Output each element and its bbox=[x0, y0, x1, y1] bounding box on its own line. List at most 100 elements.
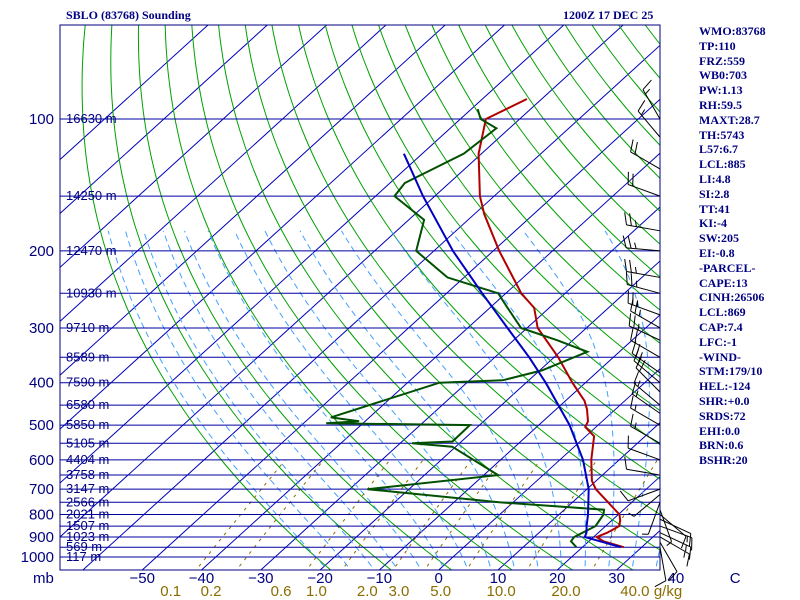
mixing-ratio-tick-label: 2.0 bbox=[357, 583, 378, 600]
wind-barb-staff bbox=[626, 468, 661, 476]
pressure-tick-label: 300 bbox=[29, 320, 54, 337]
height-label: 5850 m bbox=[66, 417, 109, 432]
wind-barb-flag bbox=[635, 344, 641, 357]
index-item: FRZ:559 bbox=[699, 53, 745, 68]
temperature-tick-label: −20 bbox=[307, 570, 332, 587]
wind-barb bbox=[642, 79, 661, 120]
wind-barb-flag bbox=[622, 235, 627, 249]
wind-barb-half-flag bbox=[685, 544, 687, 552]
wind-barb-flag bbox=[630, 273, 633, 286]
pressure-tick-label: 100 bbox=[29, 111, 54, 128]
wind-barb-staff bbox=[626, 271, 661, 278]
wind-barb-flag bbox=[633, 315, 636, 329]
wind-barb bbox=[641, 502, 661, 535]
temperature-profile-line bbox=[477, 98, 625, 549]
mixing-ratio-tick-label: 0.6 bbox=[271, 583, 292, 600]
mixing-ratio-line bbox=[528, 459, 598, 567]
wind-barb-staff bbox=[659, 536, 690, 555]
index-item: TT:41 bbox=[699, 201, 731, 216]
index-item: CINH:26506 bbox=[699, 290, 765, 305]
pressure-unit-label: mb bbox=[33, 570, 54, 587]
isotherm-line bbox=[60, 25, 565, 484]
wind-barb-staff bbox=[630, 151, 661, 170]
height-label: 8589 m bbox=[66, 349, 109, 364]
wind-barb-staff bbox=[627, 184, 661, 197]
index-item: SI:2.8 bbox=[699, 186, 730, 201]
height-label: 14250 m bbox=[66, 188, 117, 203]
index-item: TH:5743 bbox=[699, 127, 745, 142]
height-label: 7590 m bbox=[66, 375, 109, 390]
height-label: 2021 m bbox=[66, 507, 109, 522]
wind-barb-flag bbox=[634, 330, 638, 343]
wind-barb-half-flag bbox=[683, 551, 686, 558]
wind-barb-flag bbox=[630, 139, 634, 152]
temperature-tick-label: 30 bbox=[608, 570, 625, 587]
parcel-profile-line bbox=[402, 153, 622, 549]
wind-barb bbox=[659, 532, 692, 560]
index-item: CAP:7.4 bbox=[699, 319, 743, 334]
height-label: 1507 m bbox=[66, 518, 109, 533]
height-label: 12470 m bbox=[66, 243, 117, 258]
height-label: 1023 m bbox=[66, 529, 109, 544]
temperature-unit-label: C bbox=[730, 570, 741, 587]
chart-frame bbox=[59, 24, 661, 571]
moist-adiabat-line bbox=[604, 230, 650, 567]
height-label: 5105 m bbox=[66, 435, 109, 450]
wind-barb-half-flag bbox=[645, 88, 651, 95]
wind-barb-staff bbox=[659, 541, 678, 572]
index-item: TP:110 bbox=[699, 38, 736, 53]
wind-barb bbox=[628, 494, 661, 517]
moist-adiabat-line bbox=[234, 230, 467, 567]
wind-barb-staff bbox=[627, 447, 661, 461]
height-label: 569 m bbox=[66, 539, 102, 554]
wind-barb-staff bbox=[659, 547, 667, 581]
wind-barb-staff bbox=[627, 284, 661, 294]
wind-barb bbox=[624, 258, 661, 278]
wind-barb bbox=[628, 313, 661, 341]
wind-barb bbox=[633, 371, 661, 406]
sounding-profiles bbox=[326, 98, 625, 549]
mixing-ratio-line bbox=[663, 460, 722, 567]
index-item: RH:59.5 bbox=[699, 97, 742, 112]
wind-barb-half-flag bbox=[637, 323, 640, 331]
wind-barb bbox=[659, 509, 673, 546]
wind-barb-flag bbox=[634, 301, 638, 314]
moist-adiabat-line bbox=[450, 230, 586, 567]
wind-barb-flag bbox=[624, 212, 627, 225]
wind-barb bbox=[631, 381, 661, 414]
wind-barb bbox=[619, 488, 661, 502]
wind-barb-staff bbox=[659, 514, 687, 537]
wind-barb-flag bbox=[688, 533, 692, 547]
index-item: LI:4.8 bbox=[699, 171, 731, 186]
isotherm-line bbox=[379, 314, 660, 570]
wind-barb-flag bbox=[654, 580, 667, 588]
pressure-tick-label: 500 bbox=[29, 417, 54, 434]
index-item: -PARCEL- bbox=[699, 260, 756, 275]
mixing-ratio-line bbox=[344, 459, 424, 567]
moist-adiabat-line bbox=[184, 230, 420, 567]
chart-grid bbox=[60, 25, 722, 570]
wind-barb bbox=[637, 100, 661, 138]
index-item: LCL:885 bbox=[699, 157, 746, 172]
wind-barb-flag bbox=[629, 213, 632, 226]
moist-adiabat-line bbox=[107, 230, 325, 567]
dry-adiabat-line bbox=[564, 25, 660, 146]
dry-adiabat-line bbox=[110, 25, 392, 570]
dry-adiabat-line bbox=[298, 25, 660, 480]
height-label: 3147 m bbox=[66, 481, 109, 496]
wind-barb-flag bbox=[625, 271, 628, 285]
index-item: -WIND- bbox=[699, 349, 741, 364]
wind-barb-half-flag bbox=[640, 109, 646, 116]
moist-adiabat-line bbox=[299, 230, 515, 567]
height-label: 10930 m bbox=[66, 285, 117, 300]
temperature-tick-label: −10 bbox=[367, 570, 392, 587]
index-item: WB0:703 bbox=[699, 68, 747, 83]
height-label: 117 m bbox=[66, 549, 101, 564]
wind-barb-staff bbox=[647, 502, 661, 535]
height-label: 6580 m bbox=[66, 397, 109, 412]
wind-barb-staff bbox=[631, 393, 661, 414]
wind-barb-staff bbox=[627, 488, 661, 502]
wind-barb-staff bbox=[630, 310, 661, 329]
isotherm-line bbox=[60, 25, 387, 322]
dry-adiabat-line bbox=[511, 25, 660, 212]
